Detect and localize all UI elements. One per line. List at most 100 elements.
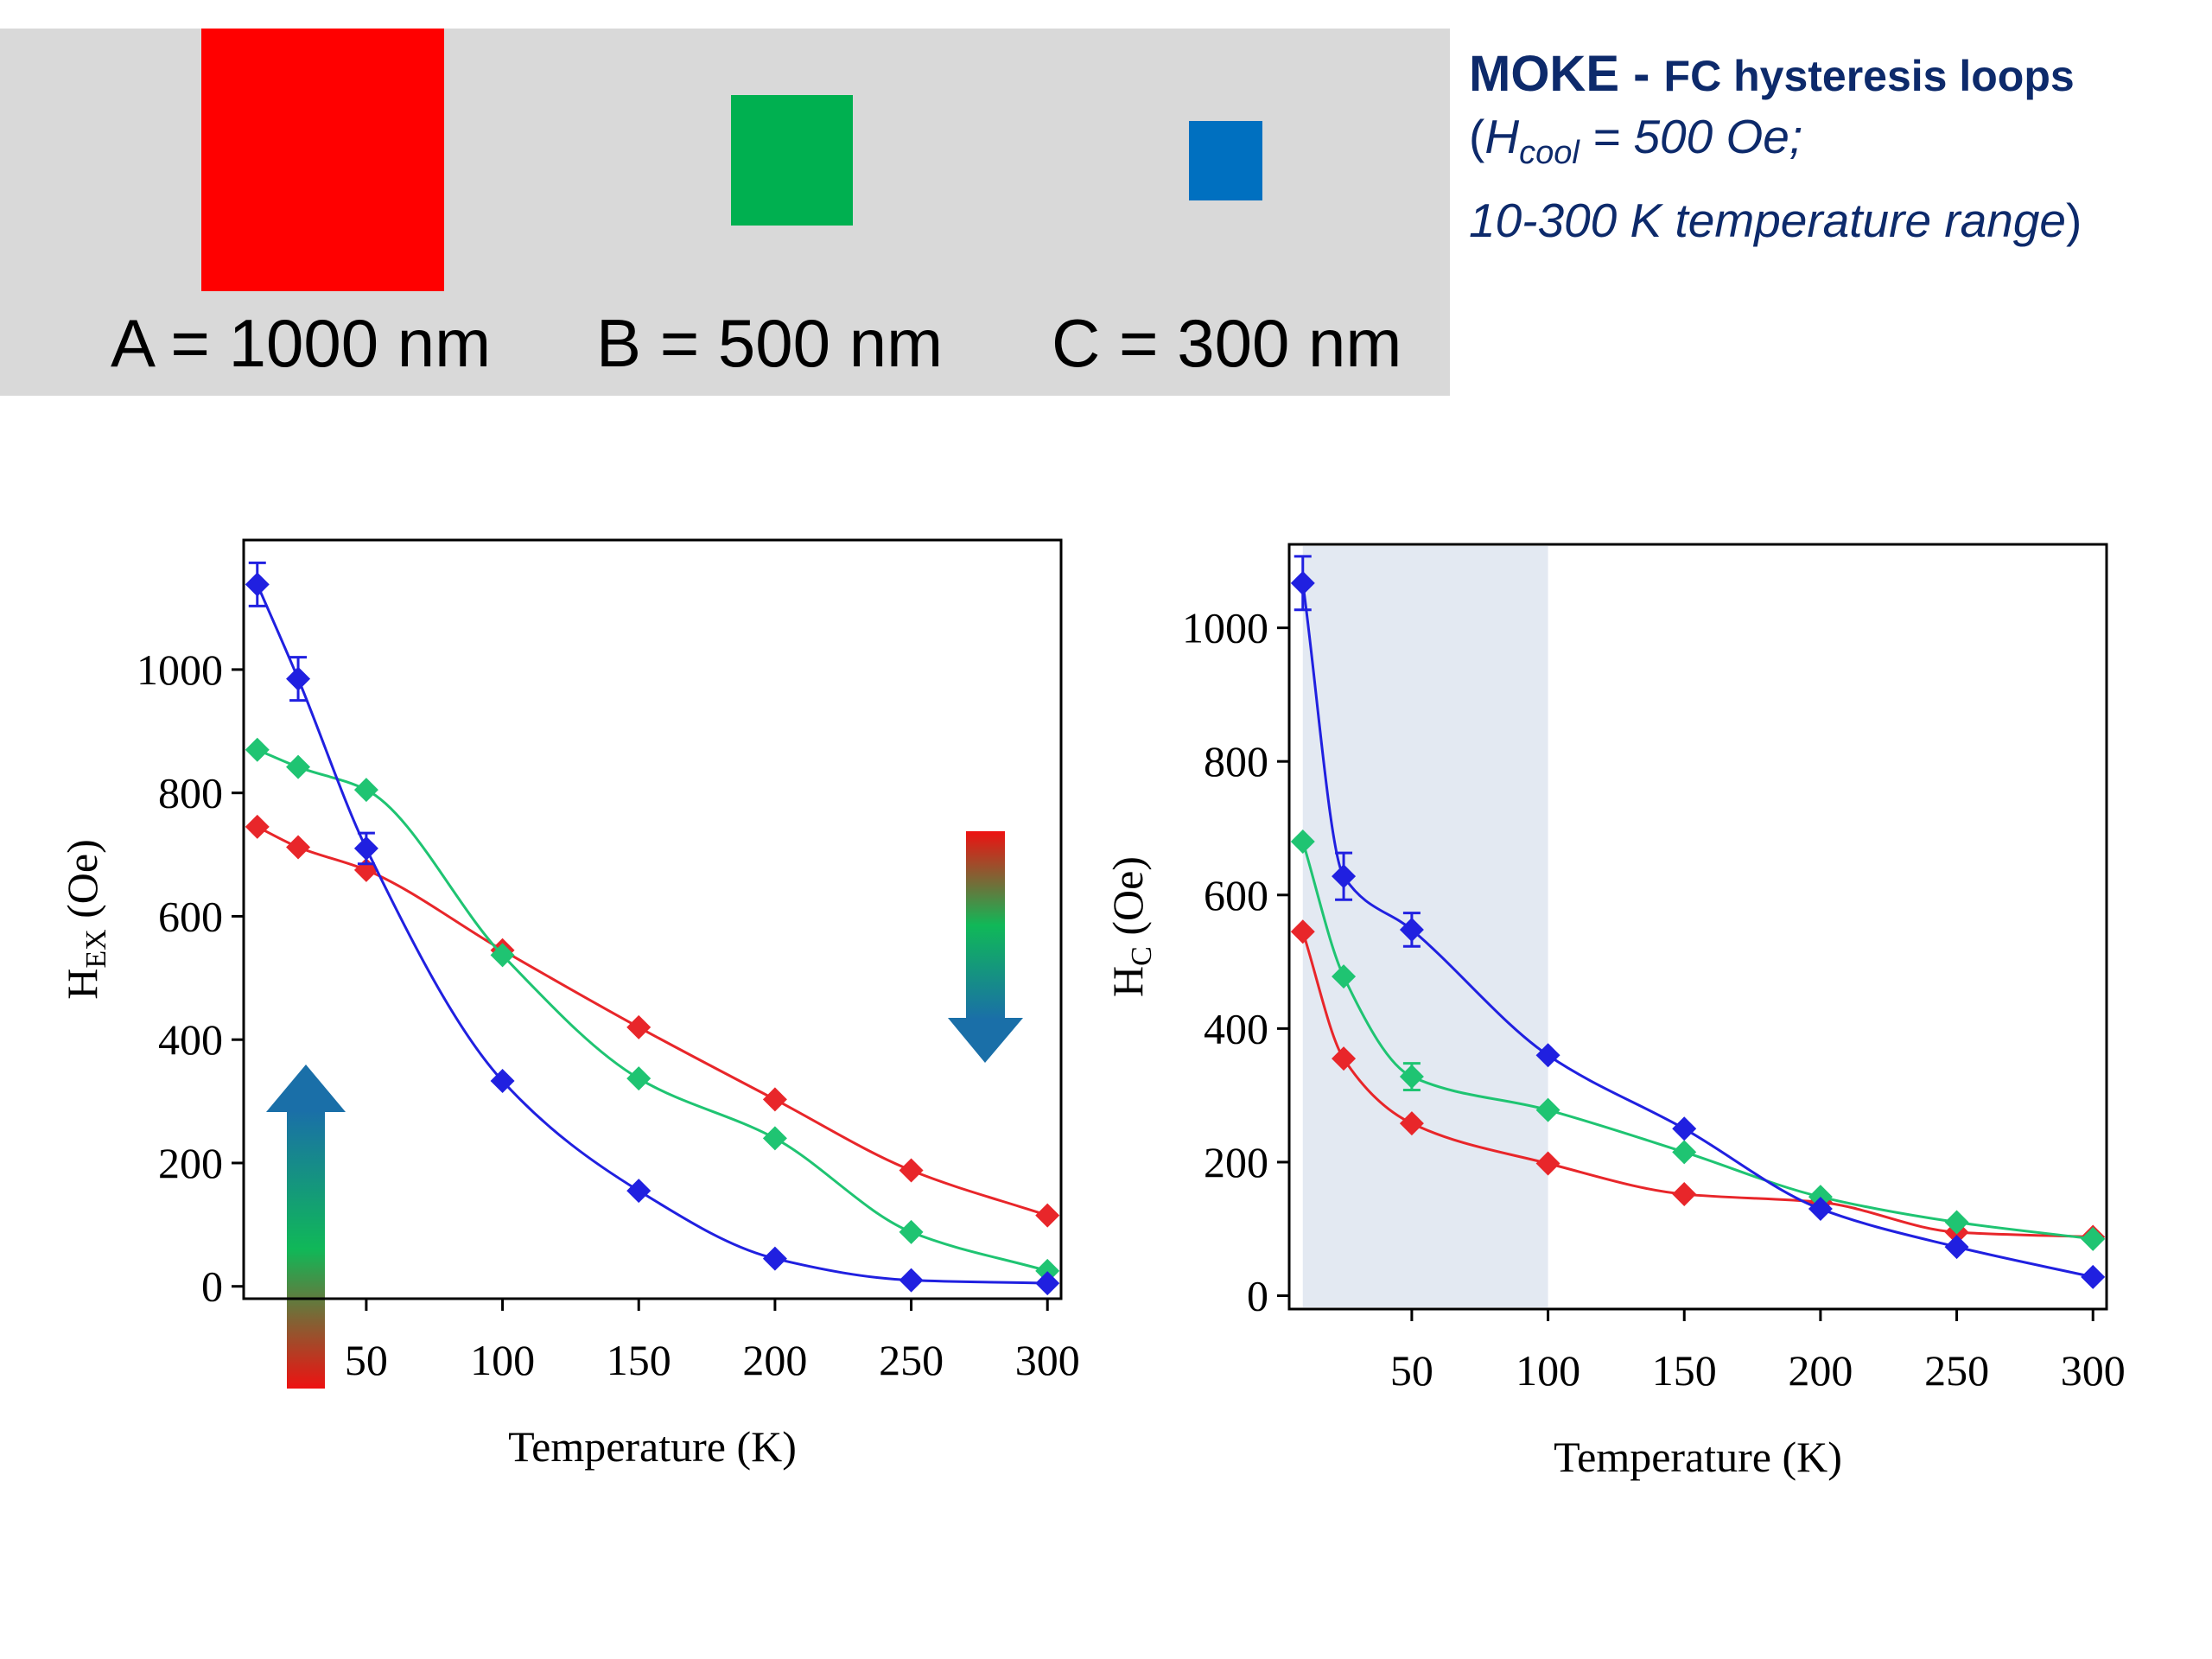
hex-marker-1: [1035, 1258, 1060, 1283]
hc-marker-0: [1672, 1182, 1697, 1207]
note-close-paren: ): [2066, 194, 2082, 247]
hex-marker-1: [626, 1066, 652, 1091]
hc-marker-1: [1290, 829, 1315, 854]
hex-ytick-label: 800: [158, 769, 223, 817]
hc-fit-line-0: [1301, 931, 2094, 1239]
hex-marker-2: [245, 572, 270, 597]
hc-shaded-region: [1302, 546, 1548, 1307]
hex-fit-line-0: [257, 825, 1048, 1217]
hc-marker-0: [1535, 1151, 1560, 1176]
hc-marker-2: [1332, 864, 1357, 889]
hex-xtick-label: 200: [742, 1336, 807, 1384]
hex-ytick-label: 400: [158, 1015, 223, 1064]
hex-marker-0: [353, 857, 378, 882]
size-b-label: B = 500 nm: [596, 305, 944, 381]
hex-vs-temperature-chart: 0 200 400 600 800 1000 50 100 150 200 250 300 Temper…: [58, 538, 1080, 1471]
hc-marker-2: [1290, 570, 1315, 595]
note-h-subscript: cool: [1519, 135, 1580, 171]
hex-marker-0: [762, 1087, 787, 1112]
measurement-note: MOKE - FC hysteresis loops (Hcool = 500 …: [1469, 45, 2082, 254]
hc-y-axis-title: HC (Oe): [1103, 856, 1158, 997]
note-open-paren: (: [1469, 110, 1485, 163]
hc-xtick-label: 300: [2061, 1346, 2126, 1395]
hex-fit-line-1: [257, 748, 1048, 1273]
hex-marker-0: [1035, 1203, 1060, 1228]
hex-xtick-label: 100: [470, 1336, 535, 1384]
hex-marker-1: [245, 737, 270, 762]
hc-vs-temperature-chart: 0 200 400 600 800 1000 50 100 150 200 250 300 Temper…: [1103, 543, 2126, 1481]
hc-xtick-label: 50: [1390, 1346, 1433, 1395]
hex-marker-2: [626, 1179, 652, 1204]
hc-marker-0: [1399, 1111, 1424, 1136]
hex-marker-1: [286, 754, 311, 779]
hc-marker-2: [2081, 1264, 2106, 1289]
hex-ytick-label: 200: [158, 1139, 223, 1187]
hc-marker-2: [1944, 1235, 1969, 1260]
hc-ytick-label: 400: [1204, 1004, 1268, 1052]
note-temperature-range: 10-300 K temperature range): [1469, 187, 2082, 254]
hc-marker-1: [2081, 1226, 2106, 1251]
up-arrow-shaft: [287, 1110, 325, 1389]
down-arrow-shaft: [966, 831, 1005, 1020]
down-arrow-head: [948, 1018, 1023, 1063]
hc-marker-1: [1399, 1065, 1424, 1090]
size-c-label: C = 300 nm: [1052, 305, 1402, 381]
hex-xtick-label: 150: [607, 1336, 671, 1384]
hc-marker-0: [1290, 919, 1315, 944]
hc-marker-1: [1332, 964, 1357, 989]
hex-marker-1: [762, 1126, 787, 1151]
hex-marker-0: [626, 1014, 652, 1039]
hc-marker-2: [1808, 1197, 1833, 1222]
hc-marker-2: [1535, 1043, 1560, 1068]
hc-xtick-label: 250: [1924, 1346, 1989, 1395]
hex-xtick-label: 50: [345, 1336, 388, 1384]
hc-ytick-label: 800: [1204, 737, 1268, 785]
hc-xtick-label: 200: [1788, 1346, 1853, 1395]
size-a-label: A = 1000 nm: [111, 305, 492, 381]
hc-marker-2: [1672, 1116, 1697, 1141]
hex-marker-0: [899, 1158, 924, 1183]
note-h-symbol: H: [1484, 110, 1520, 163]
hc-xtick-label: 100: [1516, 1346, 1580, 1395]
hc-x-axis-title: Temperature (K): [1554, 1433, 1842, 1481]
note-cooling-field: (Hcool = 500 Oe;: [1469, 103, 2082, 187]
note-title-rest: FC hysteresis loops: [1663, 52, 2075, 100]
size-b-square: [731, 95, 853, 226]
size-a-square: [201, 29, 444, 291]
hex-marker-1: [490, 943, 515, 968]
hex-ytick-label: 0: [201, 1262, 223, 1311]
size-c-square: [1189, 121, 1262, 200]
hc-marker-1: [1944, 1210, 1969, 1235]
hex-marker-2: [286, 666, 311, 691]
hex-marker-2: [899, 1268, 924, 1293]
hex-xtick-label: 300: [1015, 1336, 1080, 1384]
hc-marker-2: [1399, 917, 1424, 942]
hc-ytick-label: 0: [1247, 1272, 1268, 1320]
hex-plot-frame: [242, 538, 1063, 1300]
hc-xtick-label: 150: [1652, 1346, 1717, 1395]
hc-marker-0: [1332, 1046, 1357, 1071]
hc-ytick-label: 1000: [1182, 604, 1268, 652]
up-arrow-head: [266, 1065, 346, 1112]
hc-plot-frame: [1287, 543, 2108, 1311]
note-title-main: MOKE -: [1469, 46, 1664, 102]
hex-y-axis-title: HEX (Oe): [58, 839, 112, 1000]
hex-marker-0: [245, 814, 270, 839]
hex-xtick-label: 250: [879, 1336, 944, 1384]
hc-ytick-label: 600: [1204, 871, 1268, 919]
note-field-value: = 500 Oe;: [1579, 110, 1803, 163]
hc-marker-1: [1672, 1140, 1697, 1165]
hex-marker-1: [353, 778, 378, 803]
hc-ytick-label: 200: [1204, 1138, 1268, 1186]
hex-marker-2: [762, 1246, 787, 1271]
hex-fit-line-2: [256, 583, 1048, 1285]
hex-marker-2: [1035, 1271, 1060, 1296]
hex-marker-1: [899, 1219, 924, 1244]
hex-marker-2: [353, 836, 378, 861]
note-range-text: 10-300 K temperature range: [1469, 194, 2066, 247]
hc-fit-line-1: [1301, 841, 2094, 1241]
hex-ytick-label: 1000: [137, 645, 223, 694]
hex-ytick-label: 600: [158, 892, 223, 940]
note-title: MOKE - FC hysteresis loops: [1469, 45, 2082, 103]
hex-marker-0: [286, 835, 311, 860]
